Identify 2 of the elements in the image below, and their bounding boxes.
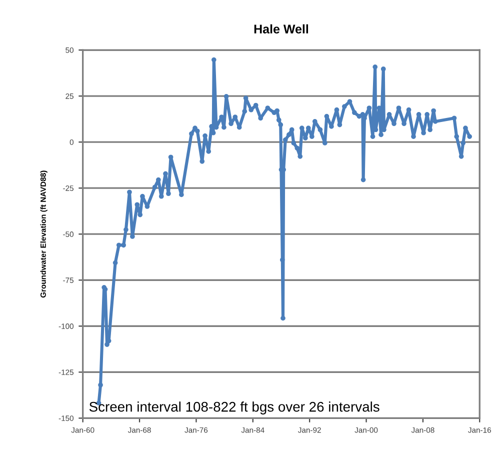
chart-title: Hale Well [254,24,308,34]
annotation: Screen interval 108-822 ft bgs over 26 intervals [89,402,380,414]
